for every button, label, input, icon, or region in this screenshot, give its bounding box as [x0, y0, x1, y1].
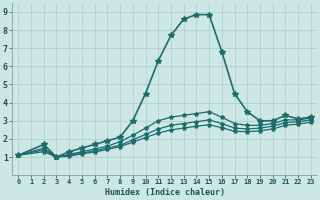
X-axis label: Humidex (Indice chaleur): Humidex (Indice chaleur)	[105, 188, 225, 197]
